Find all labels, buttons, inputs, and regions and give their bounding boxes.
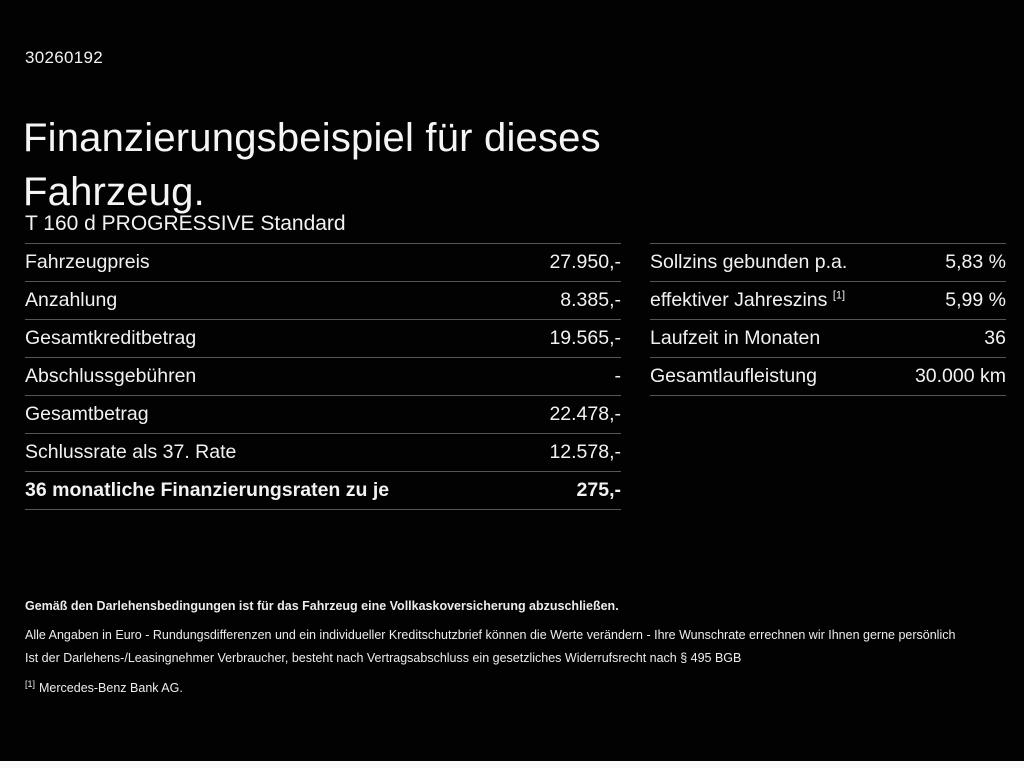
row-value: 8.385,-: [560, 289, 621, 311]
footnotes: Gemäß den Darlehensbedingungen ist für d…: [25, 598, 1004, 696]
footnote-insurance: Gemäß den Darlehensbedingungen ist für d…: [25, 599, 619, 613]
row-value: 19.565,-: [549, 327, 621, 349]
row-label: Fahrzeugpreis: [25, 251, 150, 273]
row-label: effektiver Jahreszins [1]: [650, 289, 845, 312]
row-label: Gesamtbetrag: [25, 403, 149, 425]
row-value: 5,99 %: [945, 289, 1006, 311]
document-id: 30260192: [25, 48, 104, 67]
vehicle-model-name: T 160 d PROGRESSIVE Standard: [25, 212, 346, 235]
row-value: 22.478,-: [549, 403, 621, 425]
row-value: 5,83 %: [945, 251, 1006, 273]
table-row-effektiver-jahreszins: effektiver Jahreszins [1] 5,99 %: [650, 282, 1006, 320]
table-row-anzahlung: Anzahlung 8.385,-: [25, 282, 621, 320]
footnote-euro-values: Alle Angaben in Euro - Rundungsdifferenz…: [25, 628, 956, 642]
financing-table-left: Fahrzeugpreis 27.950,- Anzahlung 8.385,-…: [25, 243, 621, 510]
page-title: Finanzierungsbeispiel für dieses Fahrzeug…: [23, 111, 601, 219]
table-row-gesamtbetrag: Gesamtbetrag 22.478,-: [25, 396, 621, 434]
footnote-ref-1: [1]: [832, 289, 846, 302]
table-row-schlussrate: Schlussrate als 37. Rate 12.578,-: [25, 434, 621, 472]
page-title-line2: Fahrzeug.: [23, 169, 205, 214]
footnote-consumer-rights: Ist der Darlehens-/Leasingnehmer Verbrau…: [25, 651, 742, 665]
row-value: 27.950,-: [549, 251, 621, 273]
table-row-monatsrate: 36 monatliche Finanzierungsraten zu je 2…: [25, 472, 621, 510]
row-label: Abschlussgebühren: [25, 365, 197, 387]
row-label: Laufzeit in Monaten: [650, 327, 821, 349]
bottom-edge-strip: [0, 761, 1024, 768]
table-row-sollzins: Sollzins gebunden p.a. 5,83 %: [650, 243, 1006, 282]
table-row-gesamtkreditbetrag: Gesamtkreditbetrag 19.565,-: [25, 320, 621, 358]
row-label: Sollzins gebunden p.a.: [650, 251, 848, 273]
table-row-gesamtlaufleistung: Gesamtlaufleistung 30.000 km: [650, 358, 1006, 396]
footnote-ref-1-marker: [1]: [25, 678, 36, 689]
row-label: Gesamtkreditbetrag: [25, 327, 197, 349]
row-label: Anzahlung: [25, 289, 118, 311]
row-label: Schlussrate als 37. Rate: [25, 441, 237, 463]
row-value: 12.578,-: [549, 441, 621, 463]
table-row-abschlussgebuehren: Abschlussgebühren -: [25, 358, 621, 396]
row-value: 36: [984, 327, 1006, 349]
financing-table-right: Sollzins gebunden p.a. 5,83 % effektiver…: [650, 243, 1006, 396]
page-title-line1: Finanzierungsbeispiel für dieses: [23, 115, 601, 160]
row-value: -: [614, 365, 622, 387]
footnote-bank-text: Mercedes-Benz Bank AG.: [39, 681, 183, 695]
table-row-fahrzeugpreis: Fahrzeugpreis 27.950,-: [25, 243, 621, 282]
row-label-text: effektiver Jahreszins: [650, 289, 828, 311]
footnote-bank: [1] Mercedes-Benz Bank AG.: [25, 678, 1004, 696]
row-label: Gesamtlaufleistung: [650, 365, 817, 387]
row-value: 275,-: [576, 479, 621, 501]
row-label: 36 monatliche Finanzierungsraten zu je: [25, 479, 390, 501]
row-value: 30.000 km: [914, 365, 1006, 387]
table-row-laufzeit: Laufzeit in Monaten 36: [650, 320, 1006, 358]
